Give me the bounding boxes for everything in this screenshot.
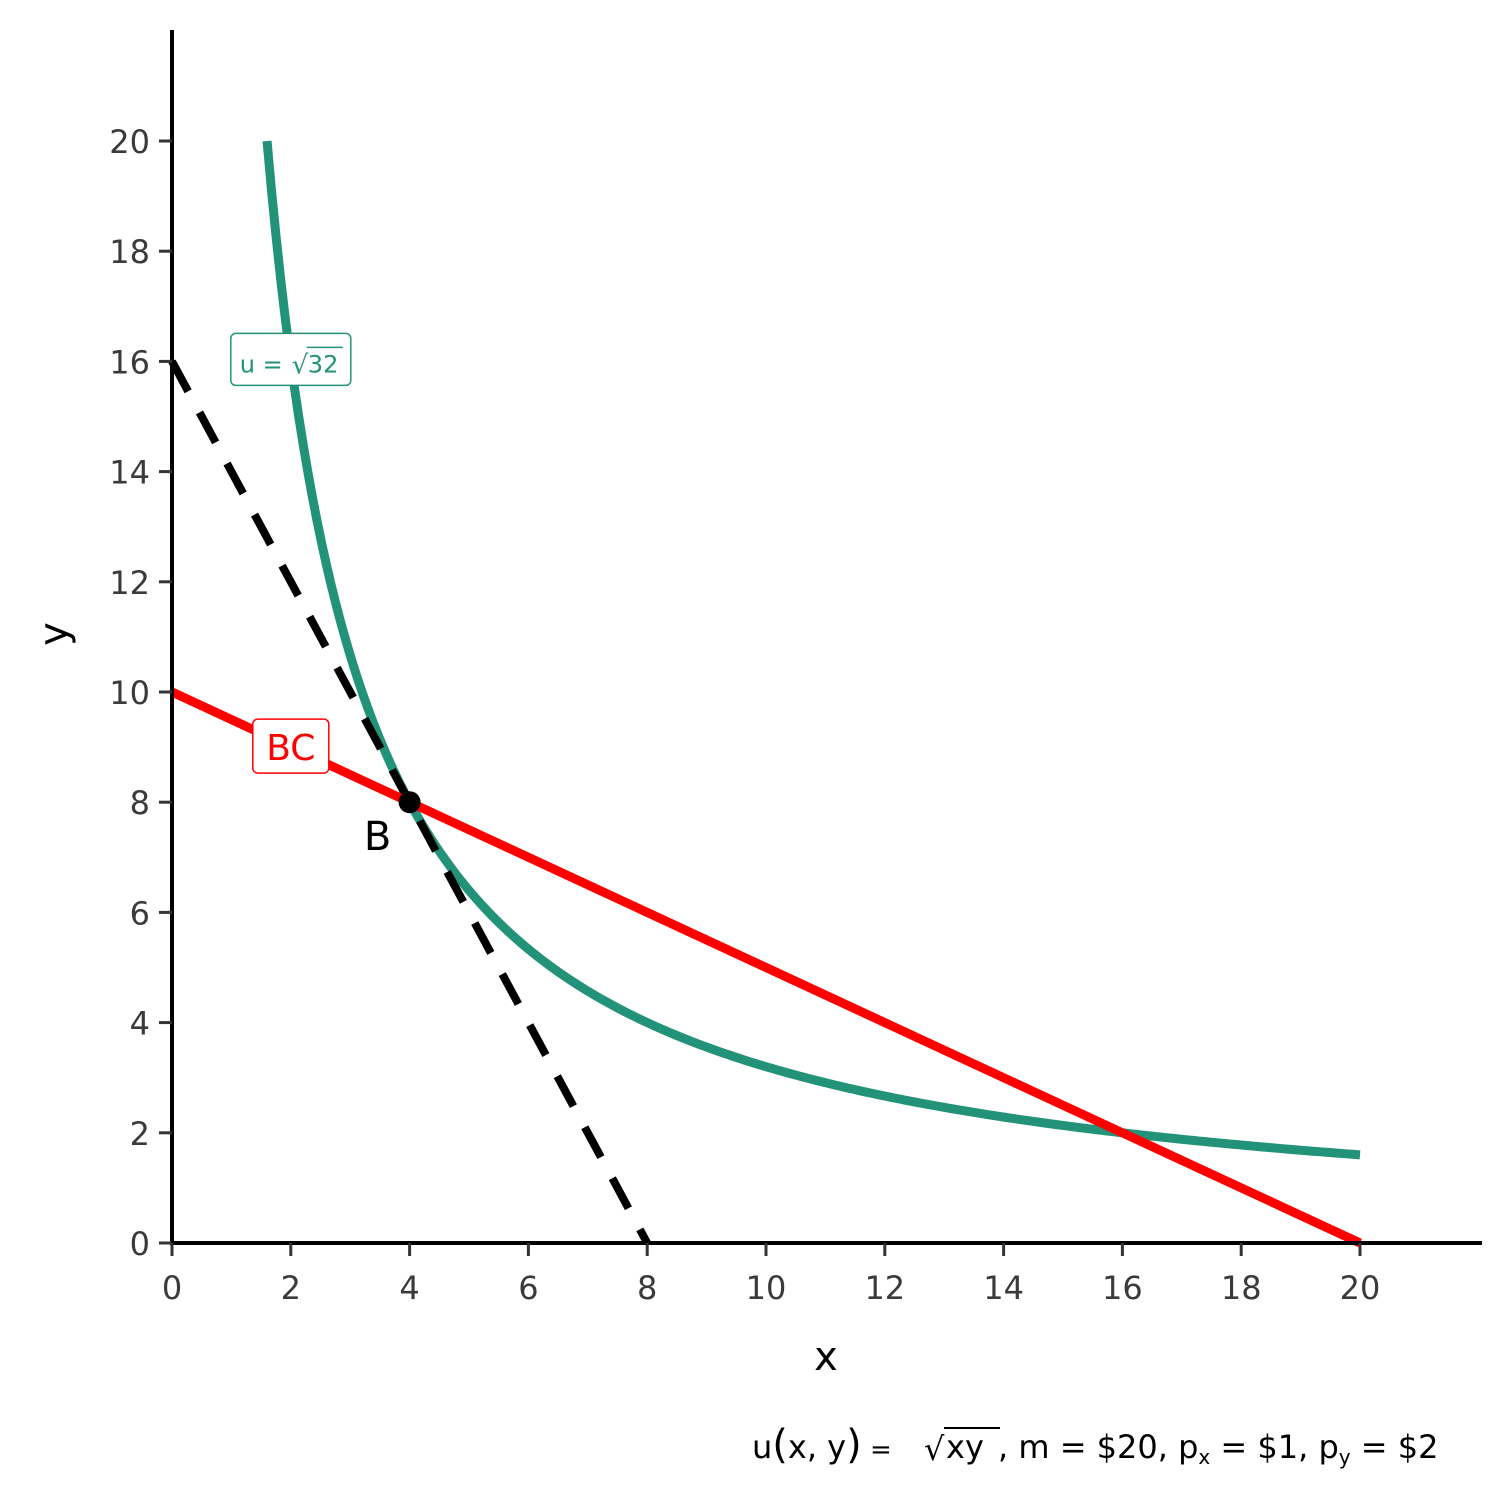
chart-marks — [168, 140, 1362, 1248]
caption-part-1: u(x, y) = — [752, 1422, 892, 1468]
y-tick-label: 2 — [130, 1115, 150, 1153]
indifference-label-box — [230, 332, 352, 387]
x-tick-label: 16 — [1102, 1269, 1143, 1307]
x-tick-label: 20 — [1340, 1269, 1381, 1307]
indifference-label-radicand: 32 — [308, 350, 339, 378]
budget-label-box — [252, 718, 330, 774]
indifference-label-main: u = — [240, 350, 283, 378]
chart-axes: 0 2 4 6 8 10 12 14 16 18 20 0 2 4 6 8 10 12 14 16 18 20 — [109, 30, 1482, 1307]
x-tick-label: 12 — [864, 1269, 905, 1307]
caption-radicand: xy — [946, 1428, 984, 1466]
y-axis-title: y — [31, 622, 77, 646]
chart-labels: B BC u = √ 32 — [230, 332, 391, 860]
y-tick-label: 6 — [130, 894, 150, 932]
x-tick-label: 14 — [983, 1269, 1024, 1307]
y-tick-label: 0 — [130, 1225, 150, 1263]
y-tick-label: 16 — [109, 343, 150, 381]
budget-label: BC — [266, 728, 315, 769]
x-tick-label: 18 — [1221, 1269, 1262, 1307]
y-tick-label: 4 — [130, 1005, 150, 1043]
point-b-label: B — [364, 814, 391, 860]
y-tick-label: 14 — [109, 454, 150, 492]
tangent-line — [168, 359, 651, 1245]
sqrt-icon: √ — [292, 350, 309, 380]
x-tick-label: 10 — [746, 1269, 787, 1307]
y-tick-label: 8 — [130, 784, 150, 822]
x-tick-label: 8 — [637, 1269, 657, 1307]
indifference-curve — [262, 140, 1361, 1160]
budget-constraint-line — [170, 687, 1362, 1248]
y-tick-label: 10 — [109, 674, 150, 712]
y-tick-label: 18 — [109, 233, 150, 271]
x-tick-label: 0 — [162, 1269, 182, 1307]
caption: u(x, y) = √ xy , m = $20, px = $1, py = … — [752, 1422, 1439, 1469]
x-tick-label: 6 — [518, 1269, 538, 1307]
x-axis-title: x — [814, 1334, 838, 1380]
caption-part-2: , m = $20, px = $1, py = $2 — [998, 1428, 1439, 1469]
x-tick-label: 4 — [399, 1269, 419, 1307]
point-b-marker — [398, 791, 421, 814]
y-tick-label: 20 — [109, 123, 150, 161]
y-tick-label: 12 — [109, 564, 150, 602]
caption-sqrt-icon: √ — [924, 1430, 945, 1468]
indifference-label: u = √ 32 — [240, 346, 343, 380]
x-tick-label: 2 — [281, 1269, 301, 1307]
